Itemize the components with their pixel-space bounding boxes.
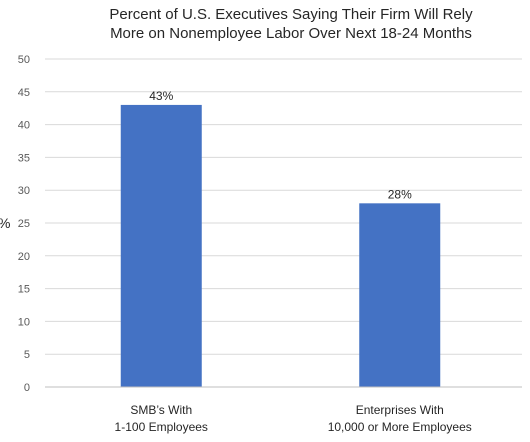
y-tick-label: 50 bbox=[18, 54, 30, 66]
x-category-label: 10,000 or More Employees bbox=[328, 420, 472, 434]
y-tick-label: 40 bbox=[18, 120, 30, 132]
bar bbox=[359, 203, 441, 387]
bar-data-label: 28% bbox=[388, 187, 412, 201]
y-tick-label: 15 bbox=[18, 284, 30, 296]
y-axis-ticks: 0 5 10 15 20 25 30 35 40 45 50 bbox=[18, 54, 30, 394]
gridlines bbox=[45, 58, 522, 355]
x-axis-categories: SMB’s With 1-100 Employees Enterprises Wit… bbox=[115, 403, 472, 434]
y-tick-label: 10 bbox=[18, 316, 30, 328]
y-tick-label: 25 bbox=[18, 218, 30, 230]
y-tick-label: 20 bbox=[18, 251, 30, 263]
y-tick-label: 0 bbox=[24, 382, 30, 394]
chart-title-line: Percent of U.S. Executives Saying Their … bbox=[109, 6, 473, 23]
x-category-label: Enterprises With bbox=[356, 403, 444, 417]
chart-title-line: More on Nonemployee Labor Over Next 18-2… bbox=[110, 25, 472, 42]
y-tick-label: 35 bbox=[18, 152, 30, 164]
y-tick-label: 30 bbox=[18, 185, 30, 197]
bar-data-label: 43% bbox=[149, 89, 173, 103]
x-category-label: SMB’s With bbox=[130, 403, 192, 417]
x-category-label: 1-100 Employees bbox=[115, 420, 208, 434]
bars: 43% 28% bbox=[120, 89, 441, 388]
y-tick-label: 5 bbox=[24, 349, 30, 361]
y-axis-label: % bbox=[0, 215, 10, 231]
bar bbox=[120, 104, 202, 388]
chart-title: Percent of U.S. Executives Saying Their … bbox=[109, 6, 473, 42]
y-tick-label: 45 bbox=[18, 87, 30, 99]
